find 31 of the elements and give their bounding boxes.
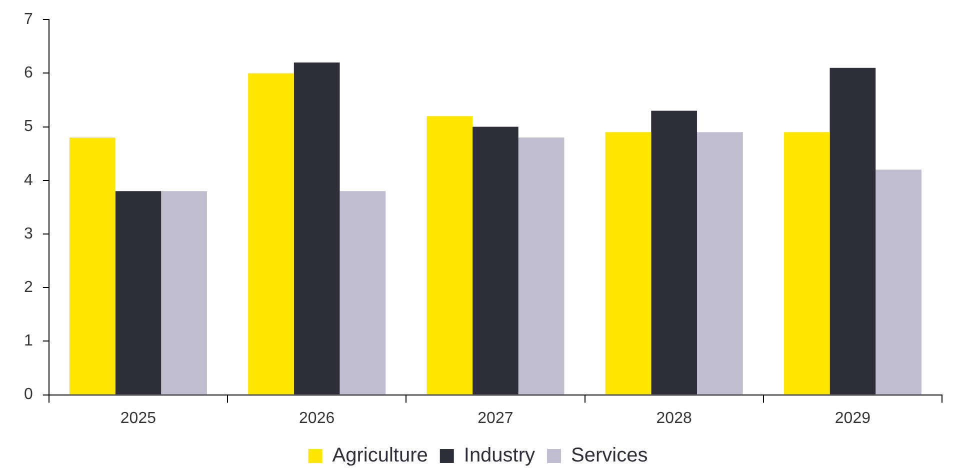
bar [161,191,207,394]
y-tick-label: 7 [24,11,33,28]
bar [294,62,340,394]
legend-label: Services [571,444,648,467]
legend-label: Agriculture [332,444,428,467]
x-tick-label: 2026 [299,410,335,427]
y-tick-label: 3 [24,225,33,242]
y-tick-label: 0 [24,386,33,404]
bar [605,132,652,394]
bar [830,68,876,394]
y-tick-label: 6 [24,64,33,82]
y-tick-label: 1 [24,332,33,350]
bar [248,73,294,394]
bar [472,126,518,394]
x-tick-label: 2028 [656,410,692,427]
bar [340,191,386,394]
x-tick-label: 2025 [120,410,156,427]
bar [69,138,116,394]
y-tick-label: 5 [24,118,33,136]
y-tick-label: 4 [24,172,33,189]
legend-label: Industry [464,444,536,467]
x-tick-label: 2027 [478,410,514,427]
bar [696,132,743,394]
bar [784,132,830,394]
x-tick-label: 2029 [834,410,871,427]
bar [426,116,473,394]
bar [115,191,162,394]
bar [876,170,922,394]
bar [651,110,697,394]
bar [518,138,564,394]
y-tick-label: 2 [24,279,33,296]
